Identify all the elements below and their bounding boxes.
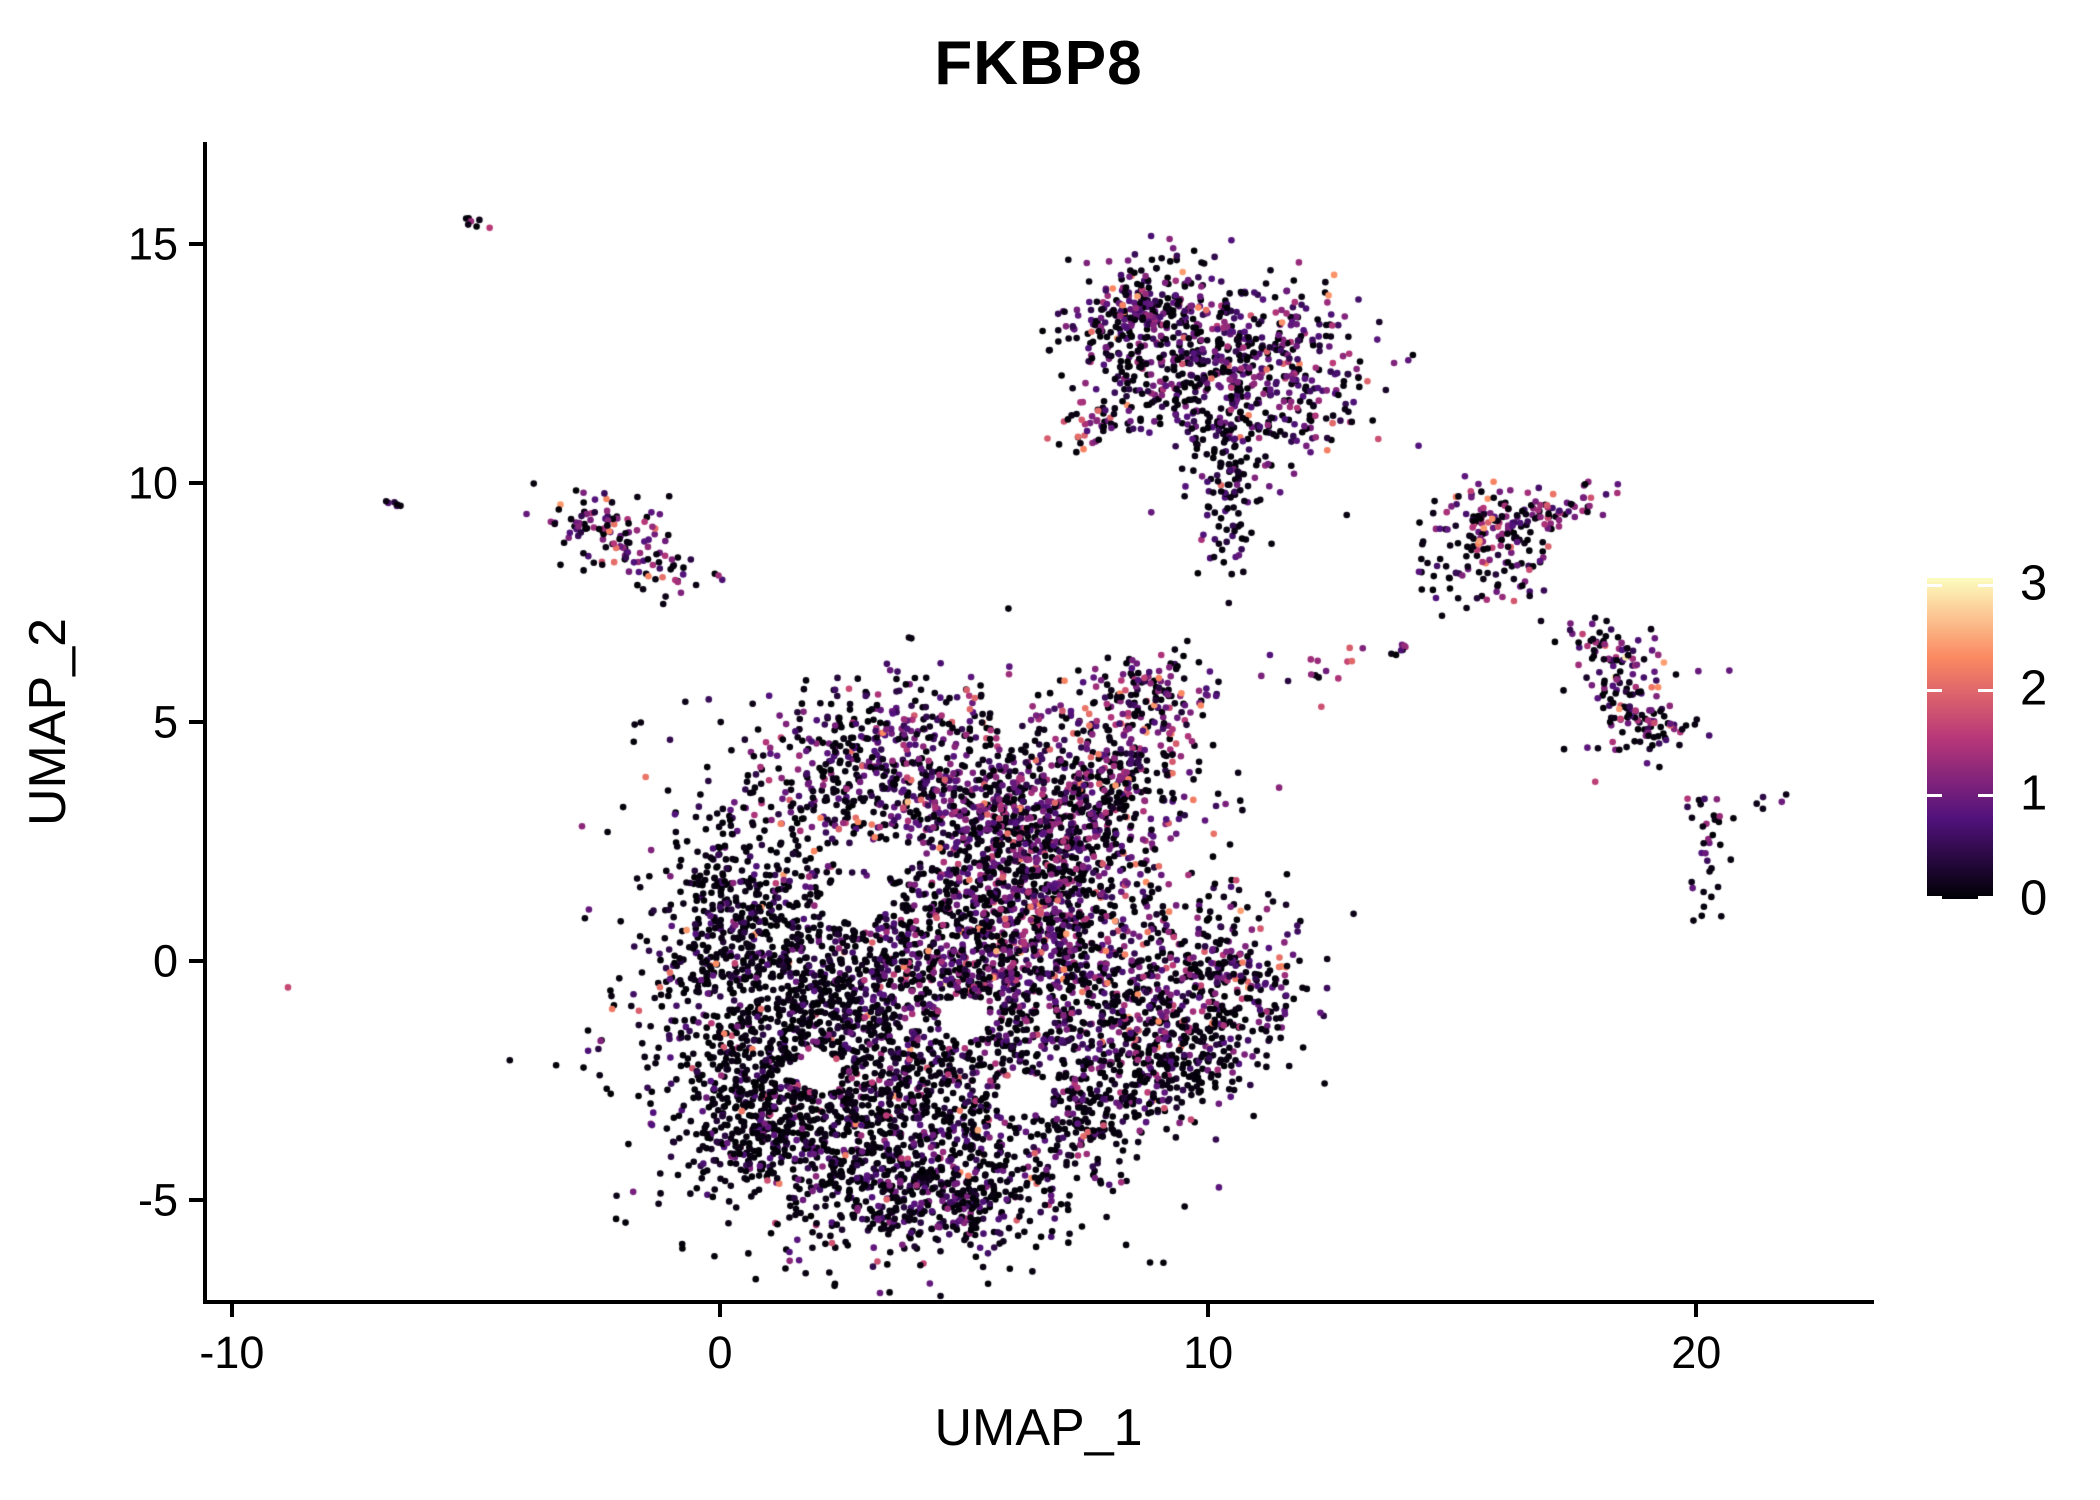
y-tick-label: -5 bbox=[137, 1174, 178, 1226]
colorbar-tick bbox=[1927, 794, 1942, 798]
colorbar-tick bbox=[1927, 584, 1942, 588]
colorbar-tick bbox=[1978, 689, 1993, 693]
y-axis-line bbox=[203, 142, 207, 1304]
colorbar-tick bbox=[1927, 689, 1942, 693]
colorbar-tick-label: 0 bbox=[2020, 871, 2048, 926]
colorbar-tick bbox=[1927, 896, 1942, 899]
x-tick bbox=[1206, 1304, 1211, 1317]
y-axis-label: UMAP_2 bbox=[19, 617, 77, 827]
y-tick bbox=[189, 241, 203, 246]
y-tick-label: 10 bbox=[127, 457, 178, 509]
colorbar-tick-label: 1 bbox=[2020, 766, 2048, 821]
colorbar-gradient bbox=[1927, 578, 1993, 899]
colorbar-tick bbox=[1978, 794, 1993, 798]
y-tick-label: 15 bbox=[127, 218, 178, 270]
colorbar-tick-label: 3 bbox=[2020, 556, 2048, 611]
x-tick bbox=[717, 1304, 722, 1317]
x-tick bbox=[1694, 1304, 1699, 1317]
x-tick-label: 0 bbox=[707, 1327, 733, 1378]
colorbar-tick-label: 2 bbox=[2020, 661, 2048, 716]
y-tick bbox=[189, 1198, 203, 1203]
x-tick-label: 20 bbox=[1671, 1327, 1722, 1378]
x-tick bbox=[229, 1304, 234, 1317]
y-tick bbox=[189, 720, 203, 724]
y-tick-label: 5 bbox=[152, 696, 178, 748]
x-tick-label: 10 bbox=[1183, 1327, 1234, 1378]
y-tick bbox=[189, 959, 203, 964]
x-axis-line bbox=[203, 1300, 1874, 1304]
y-tick bbox=[189, 480, 203, 485]
y-tick-label: 0 bbox=[152, 935, 178, 987]
x-axis-label: UMAP_1 bbox=[934, 1399, 1143, 1457]
x-tick-label: -10 bbox=[199, 1327, 265, 1378]
colorbar-tick bbox=[1978, 584, 1993, 588]
colorbar-tick bbox=[1978, 896, 1993, 899]
